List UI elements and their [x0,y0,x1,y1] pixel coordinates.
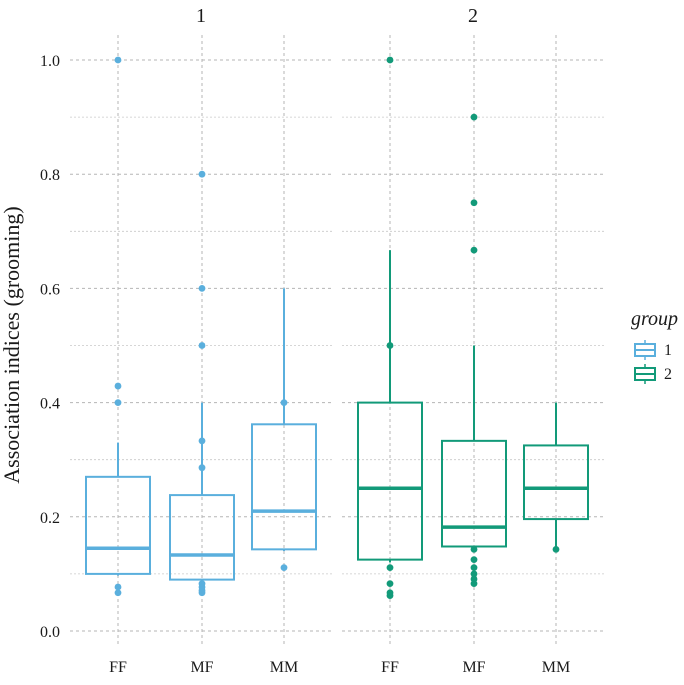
y-tick-label: 0.2 [40,510,60,527]
outlier-point [470,556,478,564]
outlier-point [198,285,206,292]
panel-title-1: 1 [196,5,206,27]
box-iqr [251,423,317,551]
legend-label-1: 1 [664,342,672,359]
outlier-point [470,113,478,121]
box-1-MM [251,288,317,572]
boxes-layer [85,56,589,599]
legend: group 1 2 [631,308,678,384]
outlier-point [114,589,122,597]
outlier-point [114,583,122,591]
y-axis-label: Association indices (grooming) [0,206,24,483]
y-tick-label: 0.0 [40,624,60,641]
y-axis: 0.0 0.2 0.4 0.6 0.8 1.0 [40,53,60,641]
outlier-point [198,342,206,349]
panel-title-2: 2 [468,5,478,27]
outlier-point [386,564,394,572]
outlier-point [114,399,122,406]
box-1-MF [169,170,235,597]
legend-title: group [631,308,678,330]
box-iqr [357,401,423,561]
outlier-point [386,589,394,597]
outlier-point [386,342,394,349]
outlier-point [198,437,206,445]
outlier-point [470,545,478,553]
box-2-MF [441,113,507,588]
y-tick-label: 1.0 [40,53,60,70]
x-tick-label: FF [109,659,127,676]
outlier-point [470,570,478,578]
legend-key-1 [634,340,656,360]
x-tick-label: MF [190,659,213,676]
outlier-point [114,382,122,390]
outlier-point [198,170,206,178]
x-tick-label: FF [381,659,399,676]
box-iqr [85,475,151,575]
x-tick-label: MF [462,659,485,676]
outlier-point [470,246,478,254]
legend-key-2 [634,364,656,384]
outlier-point [198,464,206,472]
outlier-point [280,564,288,572]
outlier-point [386,580,394,588]
outlier-point [114,56,122,64]
box-2-MM [523,402,589,553]
x-tick-label: MM [542,659,570,676]
outlier-point [470,564,478,572]
box-iqr [523,444,589,521]
box-2-FF [357,56,423,599]
legend-label-2: 2 [664,366,672,383]
y-tick-label: 0.4 [40,396,60,413]
x-tick-label: MM [270,659,298,676]
x-axis: FF MF MM FF MF MM [109,659,570,676]
outlier-point [552,545,560,553]
y-tick-label: 0.8 [40,167,60,184]
y-tick-label: 0.6 [40,281,60,298]
box-1-FF [85,56,151,597]
outlier-point [198,580,206,588]
outlier-point [386,56,394,64]
outlier-point [470,575,478,583]
box-iqr [169,494,235,581]
outlier-point [470,199,478,207]
outlier-point [280,399,288,406]
